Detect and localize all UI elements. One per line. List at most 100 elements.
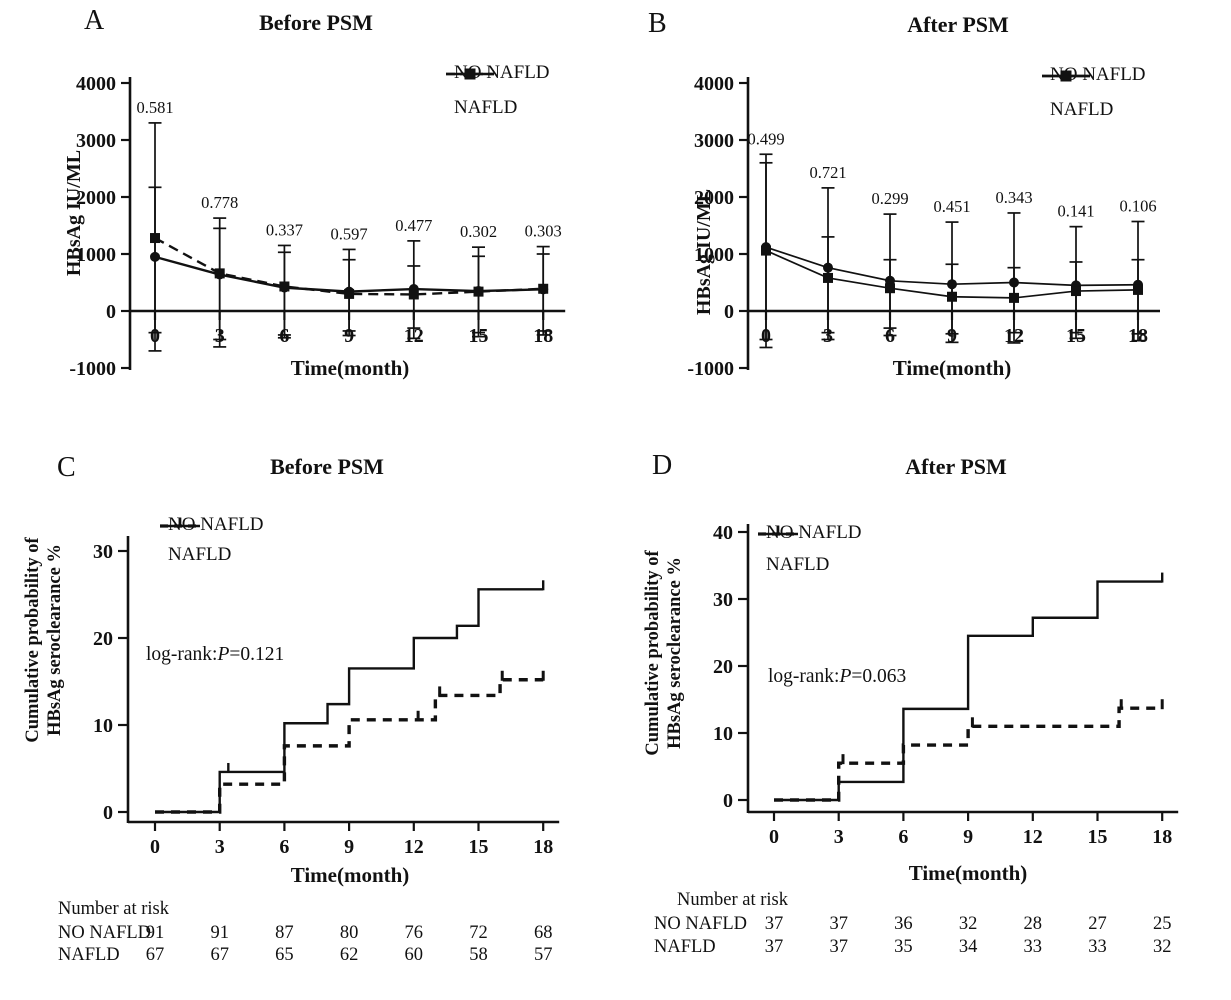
risk-row-label: NAFLD bbox=[58, 945, 120, 965]
risk-value: 57 bbox=[534, 945, 553, 965]
risk-value: 25 bbox=[1153, 914, 1172, 934]
p-value-label: 0.302 bbox=[460, 222, 497, 241]
x-tick-label: 9 bbox=[344, 836, 354, 858]
km-curve-no-nafld bbox=[155, 588, 544, 814]
panel-b-title: After PSM bbox=[907, 12, 1009, 37]
risk-value: 28 bbox=[1024, 914, 1043, 934]
x-tick-label: 18 bbox=[1152, 826, 1172, 848]
panel-d: 0 10 20 30 40 0 3 6 9 12 15 18 Time(month) Cumulative… bbox=[616, 440, 1231, 1000]
p-value-label: 0.451 bbox=[933, 197, 970, 216]
y-tick-label: 0 bbox=[723, 790, 733, 812]
risk-value: 34 bbox=[959, 937, 978, 957]
marker-square bbox=[1009, 292, 1019, 303]
logrank-p: P bbox=[217, 644, 230, 665]
panel-d-legend: NO NAFLD NAFLD bbox=[756, 522, 862, 586]
y-tick-label: 3000 bbox=[76, 130, 116, 152]
x-tick-label: 0 bbox=[150, 836, 160, 858]
y-tick-label: 20 bbox=[93, 628, 113, 650]
logrank-value: =0.121 bbox=[229, 644, 285, 665]
x-tick-label: 6 bbox=[279, 836, 289, 858]
risk-value: 37 bbox=[829, 914, 848, 934]
y-axis-title: HBsAg IU/ML bbox=[693, 189, 715, 315]
p-value-label: 0.477 bbox=[395, 216, 432, 235]
risk-value: 37 bbox=[829, 937, 848, 957]
risk-value: 80 bbox=[340, 923, 359, 943]
y-tick-label: 10 bbox=[93, 715, 113, 737]
y-tick-label: 10 bbox=[713, 723, 733, 745]
panel-c-legend: NO NAFLD NAFLD bbox=[158, 514, 264, 574]
x-tick-label: 9 bbox=[963, 826, 973, 848]
marker-square bbox=[150, 233, 160, 244]
p-value-label: 0.597 bbox=[331, 224, 368, 243]
km-curve-nafld bbox=[155, 678, 544, 814]
marker-square bbox=[1133, 284, 1143, 295]
y-tick-label: -1000 bbox=[69, 358, 116, 380]
risk-value: 91 bbox=[210, 923, 229, 943]
risk-row-label: NO NAFLD bbox=[654, 914, 747, 934]
panel-c-letter: C bbox=[57, 452, 76, 483]
panel-b-plot: -1000010002000300040000369121518Time(mon… bbox=[687, 73, 1160, 380]
panel-d-letter: D bbox=[652, 450, 673, 481]
x-tick-label: 12 bbox=[1023, 826, 1043, 848]
marker-circle bbox=[150, 251, 160, 262]
logrank-annotation: log-rank:P=0.063 bbox=[768, 666, 906, 688]
x-tick-label: 18 bbox=[533, 836, 553, 858]
risk-value: 65 bbox=[275, 945, 294, 965]
panel-b: -1000010002000300040000369121518Time(mon… bbox=[616, 0, 1231, 440]
logrank-value: =0.063 bbox=[851, 666, 907, 687]
panel-b-letter: B bbox=[648, 8, 667, 39]
y-tick-label: 2000 bbox=[76, 187, 116, 209]
y-tick-label: 40 bbox=[713, 522, 733, 544]
x-axis-title: Time(month) bbox=[909, 861, 1028, 885]
legend-label: NAFLD bbox=[766, 554, 830, 575]
legend-label: NAFLD bbox=[1050, 99, 1114, 120]
risk-value: 36 bbox=[894, 914, 913, 934]
y-tick-label: 2000 bbox=[694, 187, 734, 209]
risk-value: 67 bbox=[146, 945, 165, 965]
x-axis-title: Time(month) bbox=[291, 863, 410, 887]
y-tick-label: 30 bbox=[93, 541, 113, 563]
x-axis-title: Time(month) bbox=[291, 356, 410, 380]
marker-square bbox=[279, 281, 290, 292]
marker-circle bbox=[1009, 277, 1019, 288]
panel-a: -1000010002000300040000369121518Time(mon… bbox=[0, 0, 616, 440]
marker-square bbox=[344, 288, 355, 299]
legend-label: NAFLD bbox=[168, 544, 232, 565]
y-axis-title: Cumulative probability of bbox=[23, 537, 43, 743]
p-value-label: 0.581 bbox=[136, 98, 173, 117]
risk-value: 37 bbox=[765, 914, 784, 934]
legend-item-nafld: NAFLD bbox=[756, 526, 862, 576]
risk-table-header: Number at risk bbox=[58, 899, 170, 919]
marker-square bbox=[538, 283, 549, 294]
legend-label: NO NAFLD bbox=[1050, 64, 1146, 85]
panel-a-plot: -1000010002000300040000369121518Time(mon… bbox=[63, 73, 566, 380]
y-tick-label: 20 bbox=[713, 656, 733, 678]
risk-value: 62 bbox=[340, 945, 359, 965]
panel-b-legend: NO NAFLD NAFLD bbox=[1040, 64, 1146, 134]
risk-value: 32 bbox=[1153, 937, 1172, 957]
x-tick-label: 0 bbox=[769, 826, 779, 848]
y-tick-label: 4000 bbox=[694, 73, 734, 95]
y-axis-title: HBsAg seroclearance % bbox=[45, 544, 65, 736]
p-value-label: 0.299 bbox=[871, 189, 908, 208]
risk-value: 27 bbox=[1088, 914, 1107, 934]
y-tick-label: 1000 bbox=[694, 244, 734, 266]
y-axis-title: Cumulative probability of bbox=[643, 550, 663, 756]
p-value-label: 0.141 bbox=[1057, 202, 1094, 221]
marker-circle bbox=[823, 262, 833, 273]
p-value-label: 0.499 bbox=[747, 129, 784, 148]
risk-value: 87 bbox=[275, 923, 294, 943]
x-tick-label: 15 bbox=[469, 836, 489, 858]
legend-label: NAFLD bbox=[454, 97, 518, 118]
x-tick-label: 3 bbox=[215, 836, 225, 858]
marker-square bbox=[947, 291, 957, 302]
y-tick-label: 30 bbox=[713, 589, 733, 611]
risk-value: 67 bbox=[210, 945, 229, 965]
logrank-p: P bbox=[839, 666, 852, 687]
panel-c: 0 10 20 30 0 3 6 9 12 15 18 Time(month) Cumulative p… bbox=[0, 440, 616, 1000]
risk-row-label: NO NAFLD bbox=[58, 923, 151, 943]
y-tick-label: 4000 bbox=[76, 73, 116, 95]
panel-a-letter: A bbox=[84, 5, 105, 36]
